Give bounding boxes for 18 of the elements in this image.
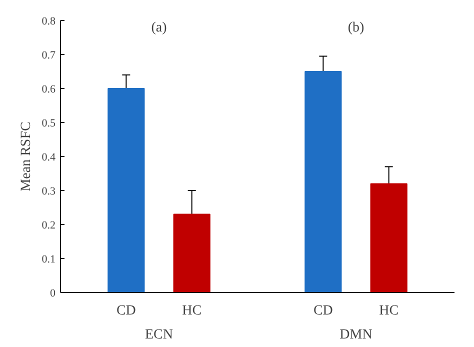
y-tick-label: 0.8 [42, 16, 56, 28]
y-tick-label: 0 [50, 288, 56, 300]
x-tick-label: HC [379, 304, 399, 318]
text: ECN [145, 328, 173, 342]
x-tick-label: CD [313, 304, 333, 318]
text: DMN [340, 328, 372, 342]
y-axis-title: Mean RSFC [18, 122, 34, 192]
annotation: (a) [151, 20, 168, 36]
y-tick-label: 0.3 [42, 186, 56, 198]
y-tick-label: 0.6 [42, 84, 56, 96]
x-tick-label: HC [182, 304, 202, 318]
y-tick-label: 0.1 [42, 254, 56, 266]
y-tick-label: 0.4 [42, 152, 56, 164]
y-tick-label: 0.2 [42, 220, 56, 232]
y-tick-label: 0.7 [42, 50, 56, 62]
annotation: (b) [348, 20, 364, 36]
x-tick-label: CD [116, 304, 136, 318]
y-tick-label: 0.5 [42, 118, 56, 130]
